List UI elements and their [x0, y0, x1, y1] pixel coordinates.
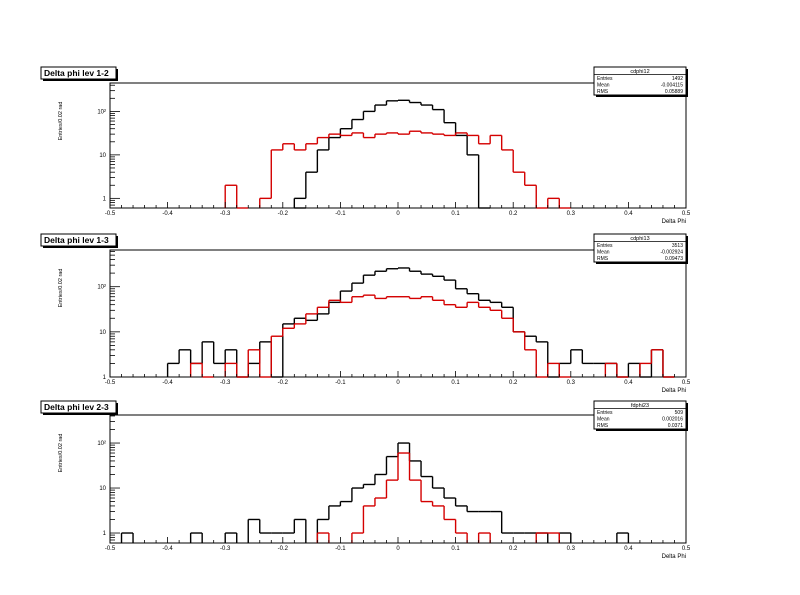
x-axis-label: Delta Phi: [662, 388, 686, 394]
x-tick-label: -0.4: [162, 546, 173, 552]
stats-name: fdphi23: [631, 403, 649, 409]
y-axis-label: Entries/0.02 rad: [58, 269, 64, 308]
x-tick-label: 0.3: [567, 380, 576, 386]
x-tick-label: 0.4: [624, 546, 633, 552]
x-tick-label: -0.3: [220, 546, 231, 552]
y-tick-label: 1: [103, 375, 107, 381]
y-tick-label: 10²: [97, 285, 106, 291]
x-tick-label: -0.1: [335, 380, 346, 386]
stats-label: Entries: [597, 410, 613, 416]
x-tick-label: -0.5: [105, 546, 116, 552]
chart-title: Delta phi lev 1-3: [44, 235, 109, 245]
chart-title: Delta phi lev 1-2: [44, 68, 109, 78]
stats-value: -0.004115: [661, 83, 683, 89]
x-tick-label: 0.4: [624, 211, 633, 217]
histogram-series-black: [293, 99, 491, 209]
histogram-series-red: [189, 294, 675, 378]
x-tick-label: 0.1: [451, 380, 460, 386]
x-tick-label: -0.5: [105, 211, 116, 217]
y-axis-label: Entries/0.02 rad: [58, 434, 64, 473]
x-tick-label: 0.3: [567, 211, 576, 217]
title-box: [40, 400, 117, 414]
y-tick-label: 1: [103, 196, 107, 202]
stats-name: cdphi12: [630, 69, 649, 75]
stats-box: [593, 233, 687, 263]
x-tick-label: 0.1: [451, 546, 460, 552]
x-tick-label: 0: [396, 211, 400, 217]
stats-label: Entries: [597, 76, 613, 82]
x-tick-label: -0.2: [278, 546, 289, 552]
title-box: [40, 233, 117, 247]
chart-title: Delta phi lev 2-3: [44, 402, 109, 412]
title-box: [40, 66, 117, 80]
stats-box: [593, 400, 687, 430]
stats-box: [593, 66, 687, 96]
stats-value: 0.0371: [668, 423, 684, 429]
x-tick-label: 0.5: [682, 211, 691, 217]
x-tick-label: -0.1: [335, 211, 346, 217]
x-tick-label: -0.2: [278, 211, 289, 217]
x-tick-label: 0.2: [509, 211, 518, 217]
stats-label: Entries: [597, 243, 613, 249]
y-tick-label: 10²: [97, 441, 106, 447]
x-tick-label: 0.4: [624, 380, 633, 386]
x-tick-label: -0.4: [162, 380, 173, 386]
x-tick-label: -0.4: [162, 211, 173, 217]
stats-value: 3513: [672, 243, 683, 249]
x-tick-label: 0.5: [682, 546, 691, 552]
stats-label: Mean: [597, 250, 610, 256]
x-tick-label: 0.5: [682, 380, 691, 386]
y-tick-label: 1: [103, 531, 107, 537]
x-tick-label: 0.2: [509, 546, 518, 552]
x-tick-label: -0.5: [105, 380, 116, 386]
stats-name: cdphi13: [630, 236, 649, 242]
x-tick-label: 0.1: [451, 211, 460, 217]
stats-value: 0.002016: [662, 417, 683, 423]
x-axis-label: Delta Phi: [662, 219, 686, 225]
stats-value: 0.09473: [665, 256, 683, 262]
y-axis-label: Entries/0.02 rad: [58, 102, 64, 141]
stats-value: 1492: [672, 76, 683, 82]
histogram-panel-1: -0.5 -0.4 -0.3 -0.2 -0.1 0 0.1 0.2 0.3 0.4 0.5 1 10 1…: [40, 66, 691, 225]
x-tick-label: -0.1: [335, 546, 346, 552]
y-tick-label: 10²: [97, 109, 106, 115]
histogram-panel-2: -0.5 -0.4 -0.3 -0.2 -0.1 0 0.1 0.2 0.3 0.4 0.5 1 10 1…: [40, 233, 691, 394]
stats-label: RMS: [597, 423, 609, 429]
stats-value: -0.002924: [660, 250, 683, 256]
stats-label: Mean: [597, 417, 610, 423]
x-tick-label: 0: [396, 546, 400, 552]
x-axis-label: Delta Phi: [662, 554, 686, 560]
stats-label: Mean: [597, 83, 610, 89]
histogram-panel-3: -0.5 -0.4 -0.3 -0.2 -0.1 0 0.1 0.2 0.3 0.4 0.5 1 10 1…: [40, 400, 691, 560]
x-tick-label: 0.3: [567, 546, 576, 552]
y-tick-label: 10: [99, 330, 106, 336]
stats-value: 0.05889: [665, 89, 683, 95]
x-tick-label: 0: [396, 380, 400, 386]
x-tick-label: -0.3: [220, 380, 231, 386]
histogram-series-black: [120, 442, 630, 543]
stats-label: RMS: [597, 89, 609, 95]
stats-label: RMS: [597, 256, 609, 262]
histogram-series-red: [316, 452, 560, 543]
x-tick-label: 0.2: [509, 380, 518, 386]
x-tick-label: -0.3: [220, 211, 231, 217]
stats-value: 509: [675, 410, 684, 416]
y-tick-label: 10: [99, 486, 106, 492]
histogram-series-black: [166, 267, 675, 378]
histogram-series-red: [224, 130, 571, 209]
x-tick-label: -0.2: [278, 380, 289, 386]
plot-frame: [109, 82, 687, 209]
y-tick-label: 10: [99, 153, 106, 159]
